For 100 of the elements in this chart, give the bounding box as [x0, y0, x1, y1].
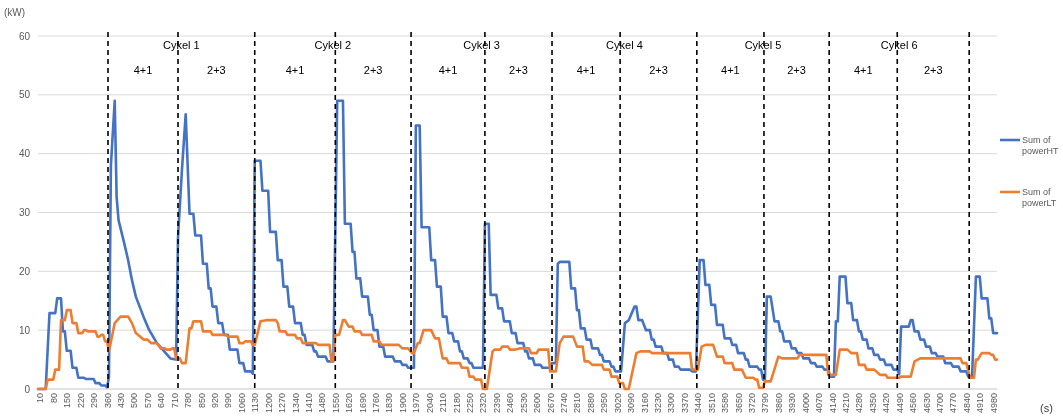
annotation: 2+3 — [923, 63, 943, 76]
x-tick-label: 1200 — [263, 393, 274, 414]
x-tick-label: 570 — [142, 393, 153, 409]
x-tick-label: 920 — [209, 393, 220, 409]
x-tick-label: 4910 — [975, 393, 986, 414]
x-tick-label: 1760 — [371, 393, 382, 414]
annotation: 4+1 — [438, 63, 458, 76]
annotation: 2+3 — [363, 63, 383, 76]
x-tick-label: 1410 — [303, 393, 314, 414]
x-tick-label: 2390 — [491, 393, 502, 414]
x-tick-label: 1550 — [330, 393, 341, 414]
x-tick-label: 1830 — [384, 393, 395, 414]
x-tick-label: 2110 — [438, 393, 449, 413]
x-tick-label: 640 — [156, 393, 167, 409]
x-tick-label: 290 — [89, 393, 100, 409]
x-tick-label: 2250 — [465, 393, 476, 414]
annotation: 4+1 — [133, 63, 153, 76]
x-tick-label: 2180 — [451, 393, 462, 414]
x-tick-label: 3720 — [747, 393, 757, 414]
x-tick-label: 3300 — [666, 393, 677, 414]
x-tick-label: 2740 — [559, 393, 570, 414]
annotation: 2+3 — [509, 63, 528, 76]
x-tick-label: 2530 — [518, 393, 529, 414]
annotation: Cykel 4 — [606, 38, 643, 51]
x-tick-label: 4630 — [921, 393, 932, 414]
x-tick-label: 4770 — [948, 393, 959, 414]
x-tick-label: 4560 — [908, 393, 919, 414]
x-tick-label: 4000 — [800, 393, 811, 414]
annotation: 4+1 — [721, 63, 740, 76]
x-tick-label: 2040 — [424, 393, 435, 414]
x-tick-label: 1970 — [411, 393, 422, 414]
x-tick-label: 4350 — [867, 393, 878, 414]
x-tick-label: 3370 — [679, 393, 690, 414]
y-tick-label: 0 — [24, 383, 31, 395]
x-tick-label: 2460 — [505, 393, 516, 414]
x-tick-label: 1340 — [290, 393, 301, 414]
legend-label: Sum of powerHT — [1022, 135, 1060, 157]
x-tick-label: 2320 — [478, 393, 489, 414]
x-tick-label: 3020 — [612, 393, 623, 414]
x-tick-label: 150 — [62, 393, 73, 409]
line-series — [36, 308, 999, 391]
x-tick-label: 710 — [169, 393, 180, 409]
x-tick-label: 1270 — [277, 393, 288, 414]
x-tick-label: 3930 — [787, 393, 798, 414]
x-tick-label: 3860 — [773, 393, 784, 414]
x-tick-label: 1060 — [236, 393, 247, 414]
annotation: 2+3 — [207, 63, 226, 76]
x-tick-label: 850 — [196, 393, 207, 409]
x-tick-label: 2880 — [585, 393, 596, 414]
x-tick-label: 1900 — [397, 393, 408, 414]
annotation: 2+3 — [649, 63, 668, 76]
annotation: 4+1 — [576, 63, 596, 76]
x-tick-label: 4140 — [827, 393, 838, 414]
x-tick-label: 1130 — [250, 393, 261, 413]
y-tick-label: 50 — [18, 89, 31, 101]
x-tick-label: 990 — [223, 393, 234, 409]
x-tick-label: 4490 — [894, 393, 905, 414]
x-tick-label: 3510 — [706, 393, 717, 414]
x-tick-label: 10 — [35, 393, 46, 404]
annotation: Cykel 5 — [744, 38, 782, 51]
annotation: Cykel 3 — [463, 38, 500, 51]
x-tick-label: 4980 — [988, 393, 999, 414]
x-tick-label: 80 — [48, 393, 59, 404]
annotation: 2+3 — [787, 63, 806, 76]
x-tick-label: 4210 — [840, 393, 851, 414]
y-tick-label: 40 — [18, 148, 31, 160]
x-tick-label: 500 — [129, 393, 140, 409]
x-tick-label: 4700 — [934, 393, 945, 414]
annotation: Cykel 2 — [314, 38, 352, 51]
legend-label: Sum of powerLT — [1022, 187, 1057, 209]
x-tick-label: 3090 — [626, 393, 637, 414]
x-tick-label: 1620 — [344, 393, 355, 414]
x-tick-label: 1690 — [357, 393, 368, 414]
x-tick-label: 2670 — [545, 393, 556, 414]
annotation: 4+1 — [853, 63, 873, 76]
annotation: Cykel 6 — [880, 38, 918, 51]
x-tick-label: 3790 — [760, 393, 771, 414]
x-tick-label: 3160 — [639, 393, 650, 414]
x-tick-label: 4280 — [854, 393, 865, 414]
x-tick-label: 2810 — [572, 393, 583, 414]
y-tick-label: 60 — [18, 30, 31, 42]
y-tick-label: 20 — [18, 265, 31, 277]
x-tick-label: 3440 — [693, 393, 704, 414]
x-tick-label: 1480 — [317, 393, 328, 414]
x-tick-label: 3230 — [653, 393, 664, 414]
x-tick-label: 430 — [115, 393, 126, 409]
y-tick-label: 30 — [18, 207, 31, 218]
x-tick-label: 2600 — [532, 393, 543, 414]
y-axis-title: (kW) — [4, 7, 26, 18]
x-tick-label: 220 — [75, 393, 86, 409]
annotation: 4+1 — [285, 63, 305, 76]
x-tick-label: 3650 — [733, 393, 744, 414]
annotation: Cykel 1 — [163, 38, 200, 51]
x-tick-label: 2950 — [599, 393, 610, 414]
x-tick-label: 360 — [102, 393, 113, 409]
x-tick-label: 4070 — [814, 393, 825, 414]
x-tick-label: 4840 — [961, 393, 972, 414]
x-tick-label: 780 — [183, 393, 194, 409]
x-tick-label: 4420 — [881, 393, 892, 414]
x-tick-label: 3580 — [720, 393, 731, 414]
